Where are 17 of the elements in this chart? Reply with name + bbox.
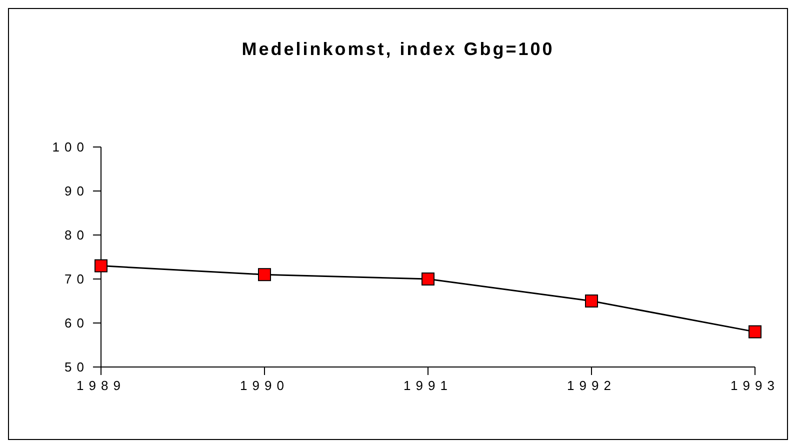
point (422, 272, 434, 286)
y-tick-label: 70 (64, 272, 89, 287)
point (258, 268, 271, 282)
x-tick-label: 1992 (567, 378, 616, 394)
chart-title: Medelinkomst, index Gbg=100 (240, 39, 556, 60)
x-tick-label: 1989 (76, 378, 126, 394)
x-tick-label: 1991 (404, 378, 452, 394)
point (585, 294, 598, 308)
point (748, 325, 762, 338)
y-tick-label: 100 (52, 140, 89, 155)
y-tick-label: 50 (64, 360, 89, 375)
y-tick-label: 90 (64, 184, 89, 199)
x-tick-label: 1990 (240, 378, 289, 394)
y-tick-label: 80 (64, 228, 89, 243)
y-tick-label: 60 (64, 316, 89, 331)
x-tick-label: 1993 (730, 378, 780, 394)
point (94, 259, 108, 272)
